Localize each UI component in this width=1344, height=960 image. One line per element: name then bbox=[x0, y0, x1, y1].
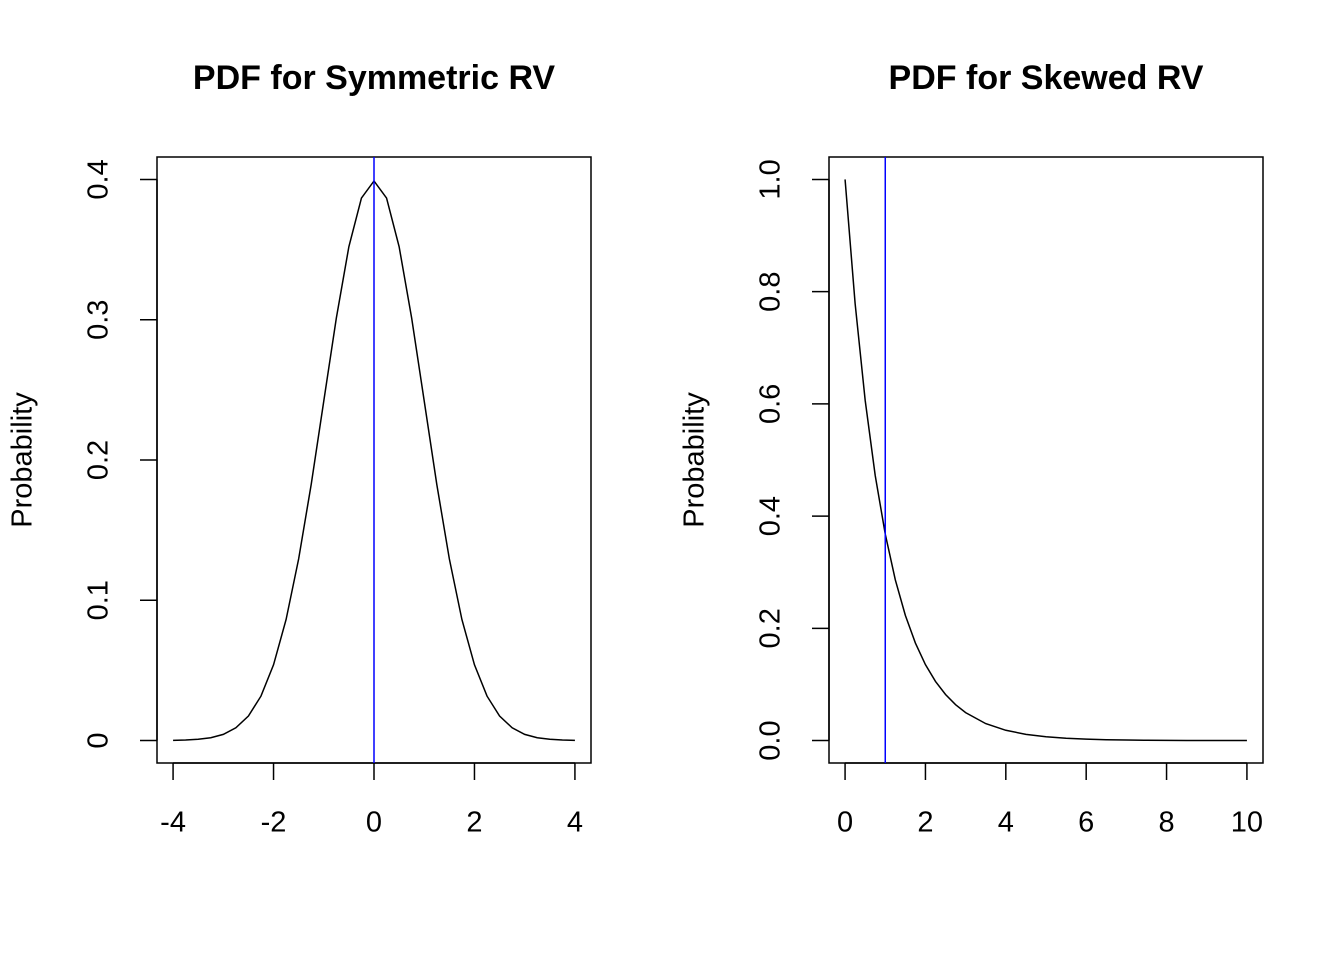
x-tick-label: 0 bbox=[366, 807, 382, 839]
y-axis-label: Probability bbox=[7, 392, 39, 528]
x-tick-label: 4 bbox=[567, 807, 583, 839]
chart-title: PDF for Symmetric RV bbox=[193, 59, 555, 97]
x-tick-label: 10 bbox=[1231, 807, 1263, 839]
pdf-line bbox=[844, 179, 1247, 742]
x-tick-label: 6 bbox=[1078, 807, 1094, 839]
y-tick-label: 0.6 bbox=[755, 384, 787, 424]
x-tick-label: -2 bbox=[261, 807, 287, 839]
x-tick-label: 8 bbox=[1158, 807, 1174, 839]
y-axis-label: Probability bbox=[679, 392, 711, 528]
plot-box bbox=[828, 156, 1264, 764]
x-tick-label: 0 bbox=[837, 807, 853, 839]
y-tick-label: 0 bbox=[83, 732, 115, 748]
y-tick-label: 0.4 bbox=[83, 159, 115, 199]
y-tick-label: 0.2 bbox=[755, 608, 787, 648]
y-tick-label: 0.1 bbox=[83, 580, 115, 620]
x-tick-label: 4 bbox=[998, 807, 1014, 839]
y-tick-label: 0.8 bbox=[755, 272, 787, 312]
x-tick-label: -4 bbox=[160, 807, 186, 839]
y-tick-label: 0.4 bbox=[755, 496, 787, 536]
chart-title: PDF for Skewed RV bbox=[889, 59, 1204, 97]
x-tick-label: 2 bbox=[466, 807, 482, 839]
y-tick-label: 1.0 bbox=[755, 159, 787, 199]
y-tick-label: 0.0 bbox=[755, 720, 787, 760]
y-tick-label: 0.2 bbox=[83, 440, 115, 480]
x-tick-label: 2 bbox=[917, 807, 933, 839]
y-tick-label: 0.3 bbox=[83, 300, 115, 340]
